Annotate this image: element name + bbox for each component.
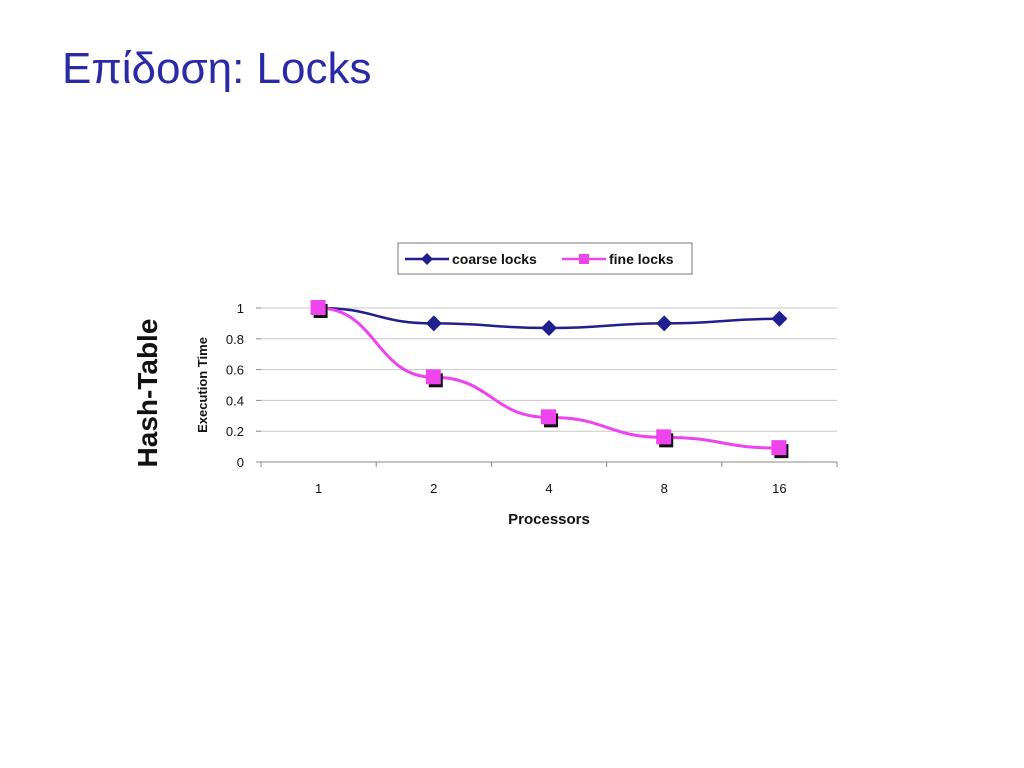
data-point-coarse (656, 315, 673, 332)
data-point-fine (541, 409, 556, 425)
legend: coarse locks fine locks (397, 242, 693, 275)
data-point-coarse (771, 310, 788, 327)
x-tick-label: 2 (430, 481, 437, 496)
legend-fine-label: fine locks (609, 251, 674, 267)
legend-coarse-marker (421, 253, 433, 265)
data-point-fine (310, 300, 326, 315)
side-label: Hash-Table (132, 319, 163, 468)
x-axis-title: Processors (508, 511, 590, 528)
y-tick-label: 0.8 (226, 332, 244, 347)
data-point-coarse (425, 315, 442, 332)
y-tick-label: 0.2 (226, 424, 244, 439)
data-point-fine (656, 429, 672, 445)
data-point-fine (425, 369, 441, 385)
plot-area: 1 0.8 0.6 0.4 0.2 0 1 2 4 8 16 (226, 300, 838, 496)
y-tick-label: 1 (237, 301, 244, 316)
legend-fine-marker (579, 254, 589, 264)
x-tick-label: 1 (315, 481, 322, 496)
data-point-fine (771, 440, 787, 456)
legend-coarse-label: coarse locks (452, 251, 537, 267)
x-tick-label: 16 (772, 481, 786, 496)
slide-title: Επίδοση: Locks (62, 44, 372, 93)
y-axis-title: Execution Time (195, 337, 210, 433)
y-tick-label: 0.4 (226, 393, 244, 408)
y-tick-label: 0 (237, 455, 244, 470)
x-tick-label: 4 (545, 481, 552, 496)
y-tick-label: 0.6 (226, 363, 244, 378)
data-point-coarse (541, 320, 557, 337)
x-tick-label: 8 (661, 481, 668, 496)
